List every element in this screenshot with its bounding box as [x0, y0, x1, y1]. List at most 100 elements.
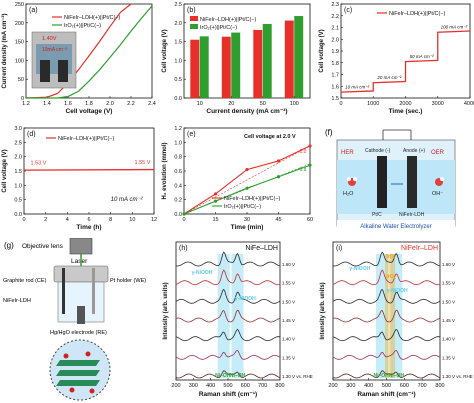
- x-tick-label: 15: [212, 217, 218, 223]
- x-axis-label: Raman shift (cm⁻¹): [199, 391, 257, 398]
- objective-label: Objective lens: [22, 243, 64, 250]
- x-tick-label: 400: [364, 383, 373, 389]
- end-voltage-label: 1.55 V: [135, 160, 151, 166]
- x-tick-label: 4: [66, 217, 69, 223]
- y-tick-label: 100: [15, 58, 24, 64]
- y-axis-label: Intensity (arb. units): [163, 282, 169, 339]
- peak-label: γ-NiOOH: [349, 266, 370, 272]
- y-axis-label: H₂ evolution (mmol): [162, 143, 168, 200]
- panel-b: 10 20 50 100 0.0 0.5 1.0 1.5 2.0 2.5 Current densi…: [160, 0, 314, 123]
- spectrum-line: [175, 309, 281, 323]
- bar-iro2: [262, 23, 272, 98]
- voltage-annotation: Cell voltage at 2.0 V: [244, 134, 296, 140]
- y-tick-label: 1.0: [174, 140, 182, 146]
- x-axis-label: Time (h): [76, 224, 101, 231]
- y-tick-label: 3.0: [14, 126, 22, 132]
- her-label: HER: [341, 150, 354, 156]
- x-tick-label: 400: [206, 383, 215, 389]
- x-tick-label: 2: [44, 217, 47, 223]
- peak-label: Ni–OH: [389, 373, 405, 379]
- panel-label: (d): [27, 131, 36, 138]
- y-tick-label: 1.2: [174, 126, 182, 132]
- faradaic-label-green: 0.8: [300, 167, 307, 173]
- potential-label: 1.45 V: [442, 318, 455, 323]
- current-density-label: 10 mA cm⁻²: [111, 197, 144, 203]
- x-tick-label: 1.2: [22, 101, 30, 107]
- y-axis-label: Cell voltage (V): [319, 29, 325, 72]
- x-tick-label: 50: [260, 101, 266, 107]
- x-tick-label: 8: [109, 217, 112, 223]
- peak-label: γ-NiOOH: [235, 296, 256, 302]
- potential-label: 1.60 V: [282, 262, 295, 267]
- panel-label: (e): [187, 131, 196, 138]
- x-tick-label: 600: [241, 383, 250, 389]
- x-tick-label: 300: [346, 383, 355, 389]
- chart-e: 0 15 30 45 60 0.0 0.2 0.4 0.6 0.8 1.0 1.2 Time (min)…: [162, 126, 313, 231]
- data-point: [276, 175, 281, 179]
- oer-label: OER: [431, 150, 445, 156]
- theoretical-line: [183, 145, 311, 215]
- x-tick-label: 3000: [432, 101, 444, 107]
- plot-frame: [183, 3, 311, 99]
- spectrum-line: [332, 269, 441, 286]
- bar-iro2: [199, 36, 209, 98]
- data-point: [276, 159, 281, 163]
- spectrum-line: [175, 328, 281, 342]
- y-axis-label: Cell voltage (V): [2, 149, 8, 192]
- bar-nifeir: [190, 39, 200, 98]
- x-tick-label: 0: [339, 101, 342, 107]
- peak-highlight-band: [231, 254, 244, 378]
- cathode-electrode: [377, 156, 387, 208]
- y-tick-label: 1.5: [174, 40, 182, 46]
- y-tick-label: 1.0: [174, 58, 182, 64]
- anode-electrode: [407, 156, 417, 208]
- potential-label: 1.40 V: [282, 337, 295, 342]
- x-tick-label: 800: [275, 383, 284, 389]
- y-tick-label: 2.3: [331, 2, 339, 8]
- bar-nifeir: [253, 29, 263, 98]
- peak-label: Ni–OH: [215, 373, 231, 379]
- y-tick-label: 0.8: [174, 155, 182, 161]
- x-tick-label: 10: [197, 101, 203, 107]
- legend-entry: NiFeIr–LDH(+)||Pt/C(−): [58, 136, 115, 142]
- x-tick-label: 2.2: [127, 101, 135, 107]
- electrolyzer-caption: Alkaline Water Electrolyzer: [360, 224, 431, 230]
- step-annotation: 50 mA cm⁻²: [410, 54, 434, 59]
- spectrum-line: [332, 349, 441, 360]
- legend-entry-nifeir: NiFeIr–LDH(+)||Pt/C(−): [64, 15, 121, 21]
- x-tick-label: 2000: [399, 101, 411, 107]
- potential-label: 1.55 V: [442, 281, 455, 286]
- panel-c: 0 1000 2000 3000 4000 1.5 1.6 1.7 1.8 1.9 2.0 2.1 2.…: [317, 0, 474, 123]
- x-tick-label: 12: [151, 217, 157, 223]
- y-tick-label: 250: [15, 2, 24, 8]
- start-voltage-label: 1.53 V: [31, 161, 47, 167]
- x-tick-label: 45: [275, 217, 281, 223]
- x-tick-label: 20: [228, 101, 234, 107]
- panel-g: (g) Objective lens Laser Graphite rod (C…: [0, 238, 158, 403]
- reference-label: Hg/HgO electrode (RE): [50, 330, 107, 336]
- anode-label: Anode (+): [403, 148, 425, 154]
- x-tick-label: 600: [400, 383, 409, 389]
- x-axis-label: Time (sec.): [389, 108, 423, 115]
- bar-iro2: [294, 16, 304, 99]
- bar-nifeir: [284, 20, 294, 99]
- oh-label: OH⁻: [432, 191, 443, 197]
- y-tick-label: 1.0: [14, 183, 22, 189]
- x-tick-label: 500: [223, 383, 232, 389]
- legend-entry-nifeir: NiFeIr–LDH(+)||Pt/C(−): [200, 17, 257, 23]
- y-tick-label: 2.0: [174, 21, 182, 27]
- electrolyzer-diagram: (f) HER OER Cathode (-) Anode (+) H₂O OH…: [317, 124, 474, 236]
- spectrum-line: [175, 370, 281, 379]
- raman-setup-diagram: (g) Objective lens Laser Graphite rod (C…: [3, 238, 146, 401]
- electrolyte: [337, 160, 455, 214]
- legend-entry-iro2: IrO₂(+)||Pt/C(−): [224, 204, 261, 210]
- panel-h: 200 300 400 500 600 700 800 Raman shift (cm⁻¹) I…: [160, 238, 314, 403]
- peak-highlight-band: [390, 254, 403, 378]
- chart-i: 200 300 400 500 600 700 800 Raman shift (cm⁻¹) I…: [320, 241, 474, 398]
- x-axis-label: Current density (mA cm⁻²): [206, 108, 287, 115]
- potential-label: 1.40 V: [442, 337, 455, 342]
- y-tick-label: 1.8: [331, 61, 339, 67]
- x-tick-label: 10: [129, 217, 135, 223]
- h2o-label: H₂O: [343, 191, 354, 197]
- x-tick-label: 2.0: [106, 101, 114, 107]
